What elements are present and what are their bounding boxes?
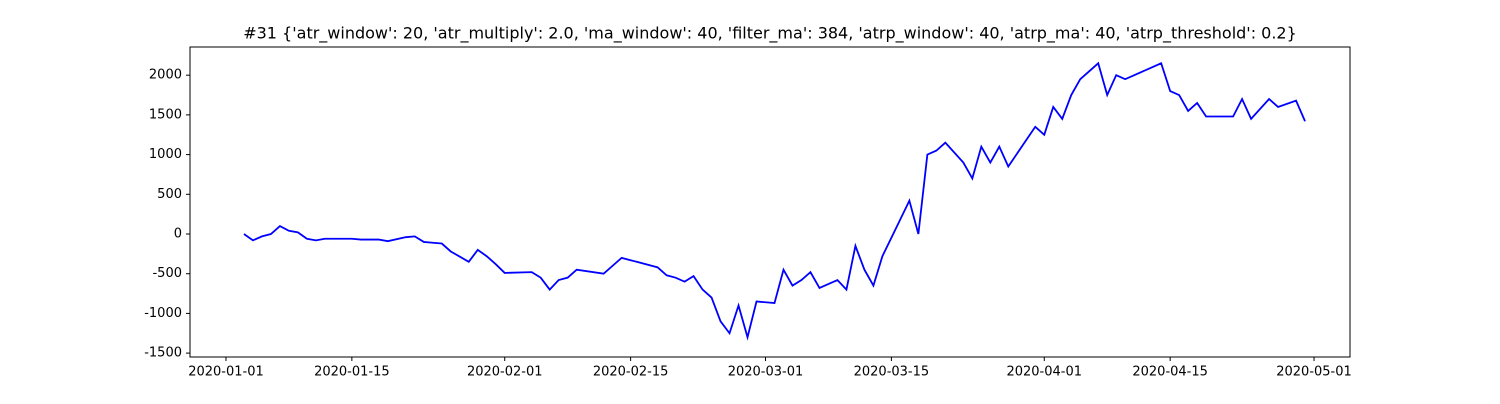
y-tick-label: 1500 (149, 107, 182, 122)
y-tick-label: -1500 (144, 346, 182, 361)
y-tick-label: 2000 (149, 68, 182, 83)
x-tick-label: 2020-02-01 (467, 365, 543, 380)
y-tick-label: -500 (152, 266, 182, 281)
y-tick-label: -1000 (144, 306, 182, 321)
x-tick-label: 2020-03-01 (728, 365, 804, 380)
x-tick-label: 2020-04-01 (1006, 365, 1082, 380)
line-series (243, 61, 1306, 341)
x-tick-label: 2020-05-01 (1276, 365, 1352, 380)
x-tick-label: 2020-01-15 (314, 365, 390, 380)
y-tick-label: 500 (157, 187, 182, 202)
chart-title: #31 {'atr_window': 20, 'atr_multiply': 2… (243, 24, 1297, 44)
y-tick-label: 0 (174, 227, 182, 242)
y-tick-label: 1000 (149, 147, 182, 162)
x-tick-label: 2020-04-15 (1132, 365, 1208, 380)
plot-frame (189, 46, 1351, 358)
x-tick-label: 2020-02-15 (593, 365, 669, 380)
x-tick-label: 2020-03-15 (854, 365, 930, 380)
x-tick-label: 2020-01-01 (188, 365, 264, 380)
